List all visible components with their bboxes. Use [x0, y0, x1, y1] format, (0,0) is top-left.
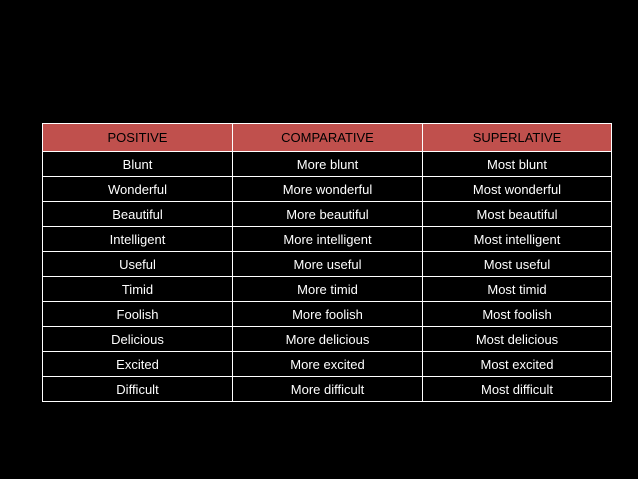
table-row: Excited More excited Most excited [42, 351, 612, 377]
comparative-cell: More excited [232, 351, 423, 377]
superlative-cell: Most intelligent [422, 226, 612, 252]
header-positive: POSITIVE [42, 123, 233, 152]
comparative-cell: More useful [232, 251, 423, 277]
table-row: Useful More useful Most useful [42, 251, 612, 277]
table-row: Foolish More foolish Most foolish [42, 301, 612, 327]
positive-cell: Delicious [42, 326, 233, 352]
degrees-of-comparison-table: POSITIVE COMPARATIVE SUPERLATIVE Blunt M… [42, 123, 612, 402]
table-header-row: POSITIVE COMPARATIVE SUPERLATIVE [42, 123, 612, 152]
table-row: Blunt More blunt Most blunt [42, 151, 612, 177]
comparative-cell: More beautiful [232, 201, 423, 227]
positive-cell: Beautiful [42, 201, 233, 227]
superlative-cell: Most beautiful [422, 201, 612, 227]
positive-cell: Difficult [42, 376, 233, 402]
superlative-cell: Most timid [422, 276, 612, 302]
comparative-cell: More foolish [232, 301, 423, 327]
header-comparative: COMPARATIVE [232, 123, 423, 152]
positive-cell: Blunt [42, 151, 233, 177]
comparative-cell: More difficult [232, 376, 423, 402]
superlative-cell: Most excited [422, 351, 612, 377]
positive-cell: Timid [42, 276, 233, 302]
superlative-cell: Most wonderful [422, 176, 612, 202]
comparative-cell: More blunt [232, 151, 423, 177]
comparative-cell: More wonderful [232, 176, 423, 202]
superlative-cell: Most delicious [422, 326, 612, 352]
superlative-cell: Most difficult [422, 376, 612, 402]
table-row: Beautiful More beautiful Most beautiful [42, 201, 612, 227]
comparative-cell: More timid [232, 276, 423, 302]
positive-cell: Wonderful [42, 176, 233, 202]
positive-cell: Intelligent [42, 226, 233, 252]
header-superlative: SUPERLATIVE [422, 123, 612, 152]
comparative-cell: More intelligent [232, 226, 423, 252]
positive-cell: Useful [42, 251, 233, 277]
table-row: Delicious More delicious Most delicious [42, 326, 612, 352]
table-row: Difficult More difficult Most difficult [42, 376, 612, 402]
table-row: Intelligent More intelligent Most intell… [42, 226, 612, 252]
table-row: Timid More timid Most timid [42, 276, 612, 302]
table-row: Wonderful More wonderful Most wonderful [42, 176, 612, 202]
positive-cell: Excited [42, 351, 233, 377]
comparative-cell: More delicious [232, 326, 423, 352]
positive-cell: Foolish [42, 301, 233, 327]
superlative-cell: Most blunt [422, 151, 612, 177]
superlative-cell: Most foolish [422, 301, 612, 327]
superlative-cell: Most useful [422, 251, 612, 277]
